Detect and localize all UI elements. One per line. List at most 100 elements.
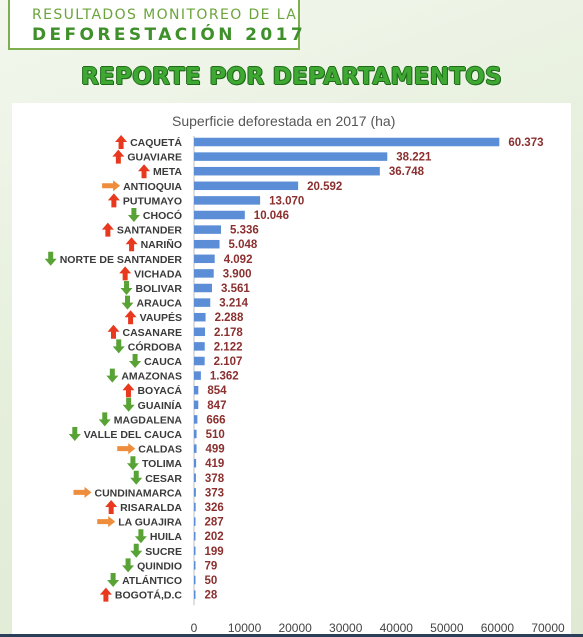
arrow-down-icon-8	[44, 251, 57, 266]
value-label-17: 854	[207, 385, 227, 397]
category-label-18: GUAINÍA	[138, 399, 183, 412]
value-label-12: 2.288	[215, 312, 244, 324]
arrow-down-icon-16	[106, 368, 119, 383]
arrow-right-icon-3	[102, 180, 121, 192]
category-label-25: RISARALDA	[120, 502, 182, 514]
category-label-11: ARAUCA	[137, 298, 183, 310]
bar-13	[194, 327, 206, 337]
value-label-23: 378	[205, 473, 225, 485]
arrow-up-icon-4	[107, 193, 120, 208]
value-label-7: 5.048	[229, 239, 258, 251]
bar-14	[194, 342, 205, 351]
bar-18	[194, 400, 199, 410]
report-title: REPORTE POR DEPARTAMENTOS	[81, 64, 502, 90]
value-label-30: 50	[205, 575, 218, 587]
category-label-24: CUNDINAMARCA	[95, 487, 183, 499]
category-label-27: HUILA	[150, 531, 182, 543]
category-label-29: QUINDIO	[137, 560, 182, 572]
arrow-right-icon-26	[97, 516, 116, 528]
value-label-31: 28	[205, 590, 218, 602]
bar-7	[194, 239, 220, 249]
category-label-9: VICHADA	[134, 268, 182, 280]
arrow-up-icon-25	[105, 500, 118, 514]
arrow-down-icon-22	[126, 456, 139, 471]
category-label-31: BOGOTÁ,D.C	[115, 589, 182, 602]
bar-24	[194, 488, 196, 497]
category-label-23: CESAR	[145, 473, 182, 485]
x-tick-label-3: 30000	[329, 621, 363, 635]
category-label-19: MAGDALENA	[114, 414, 183, 426]
header-box: RESULTADOS MONITOREO DE LA DEFORESTACIÓN…	[8, 0, 303, 50]
arrow-up-icon-6	[101, 222, 114, 237]
arrow-down-icon-15	[129, 354, 142, 368]
arrow-down-icon-23	[130, 470, 143, 485]
category-label-3: ANTIOQUIA	[123, 181, 182, 193]
category-label-21: CALDAS	[138, 444, 182, 456]
arrow-down-icon-29	[122, 558, 135, 573]
x-tick-label-5: 50000	[430, 621, 464, 635]
bar-0	[194, 137, 500, 147]
category-label-17: BOYACÁ	[137, 384, 182, 397]
bar-12	[194, 312, 206, 322]
value-label-22: 419	[205, 458, 224, 470]
bar-23	[194, 473, 196, 483]
arrow-down-icon-14	[112, 339, 125, 354]
arrow-down-icon-11	[121, 295, 134, 310]
bar-21	[194, 444, 197, 453]
value-label-21: 499	[206, 444, 225, 456]
chart-title: Superficie deforestada en 2017 (ha)	[172, 113, 396, 129]
value-label-2: 36.748	[389, 166, 425, 178]
bar-28	[194, 546, 196, 556]
x-tick-label-0: 0	[191, 621, 198, 635]
category-label-4: PUTUMAYO	[123, 195, 182, 207]
arrow-down-icon-5	[127, 208, 140, 222]
chart-panel	[12, 103, 571, 634]
value-label-18: 847	[207, 400, 226, 412]
category-label-13: CASANARE	[122, 327, 182, 339]
category-label-8: NORTE DE SANTANDER	[60, 254, 183, 266]
arrow-down-icon-18	[122, 397, 135, 412]
category-label-1: GUAVIARE	[127, 152, 182, 164]
arrow-up-icon-31	[99, 587, 112, 602]
arrow-up-icon-2	[138, 164, 151, 179]
bar-1	[194, 152, 388, 161]
bar-17	[194, 385, 199, 395]
category-label-15: CAUCA	[144, 356, 182, 368]
value-label-4: 13.070	[269, 195, 304, 207]
arrow-down-icon-27	[134, 529, 147, 544]
bar-8	[194, 254, 215, 264]
category-label-6: SANTANDER	[117, 225, 183, 237]
category-label-16: AMAZONAS	[121, 371, 182, 383]
bar-16	[194, 371, 201, 380]
value-label-20: 510	[206, 429, 225, 441]
value-label-3: 20.592	[307, 181, 342, 193]
bar-4	[194, 196, 261, 205]
x-tick-label-2: 20000	[278, 621, 312, 635]
arrow-down-icon-28	[130, 543, 143, 558]
category-label-26: LA GUAJIRA	[118, 517, 182, 529]
value-label-14: 2.122	[214, 341, 243, 353]
x-tick-label-4: 40000	[380, 621, 414, 635]
bar-27	[194, 531, 196, 541]
arrow-up-icon-7	[125, 237, 138, 252]
bar-15	[194, 356, 205, 366]
value-label-24: 373	[205, 487, 224, 499]
bar-31	[194, 590, 196, 599]
arrow-up-icon-0	[115, 135, 128, 149]
value-label-29: 79	[205, 560, 218, 572]
value-label-16: 1.362	[210, 371, 239, 383]
value-label-0: 60.373	[508, 137, 543, 149]
value-label-26: 287	[205, 517, 224, 529]
category-label-0: CAQUETÁ	[130, 136, 182, 149]
x-tick-label-7: 70000	[531, 621, 565, 635]
bottom-strip	[0, 634, 583, 637]
arrow-down-icon-30	[107, 573, 120, 587]
bar-9	[194, 269, 214, 278]
value-label-1: 38.221	[396, 152, 432, 164]
bar-29	[194, 561, 196, 570]
value-label-6: 5.336	[230, 225, 259, 237]
bar-10	[194, 283, 213, 293]
value-label-19: 666	[206, 414, 225, 426]
value-label-8: 4.092	[224, 254, 253, 266]
